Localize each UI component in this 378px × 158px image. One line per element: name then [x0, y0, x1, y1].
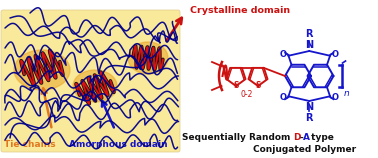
Text: A: A — [303, 134, 310, 143]
Text: D: D — [293, 134, 301, 143]
Text: n: n — [344, 89, 349, 98]
Text: R: R — [305, 29, 313, 39]
Text: 0-2: 0-2 — [241, 90, 253, 99]
Ellipse shape — [14, 50, 70, 90]
Text: -: - — [299, 134, 303, 143]
FancyBboxPatch shape — [1, 10, 180, 152]
Text: S: S — [255, 80, 261, 89]
Text: Sequentially Random: Sequentially Random — [181, 134, 293, 143]
Text: Tie chains: Tie chains — [4, 140, 56, 149]
Ellipse shape — [128, 42, 168, 74]
Text: S: S — [233, 80, 239, 89]
Text: N: N — [305, 40, 313, 50]
Ellipse shape — [73, 70, 117, 102]
Text: O: O — [332, 50, 339, 59]
Text: O: O — [280, 93, 287, 102]
Text: Amorphous domain: Amorphous domain — [69, 140, 167, 149]
Text: Crystalline domain: Crystalline domain — [190, 6, 290, 15]
Text: O: O — [332, 93, 339, 102]
Text: N: N — [305, 102, 313, 112]
Text: Conjugated Polymer: Conjugated Polymer — [253, 145, 356, 154]
Text: type: type — [308, 134, 334, 143]
Text: O: O — [280, 50, 287, 59]
Text: R: R — [305, 113, 313, 123]
